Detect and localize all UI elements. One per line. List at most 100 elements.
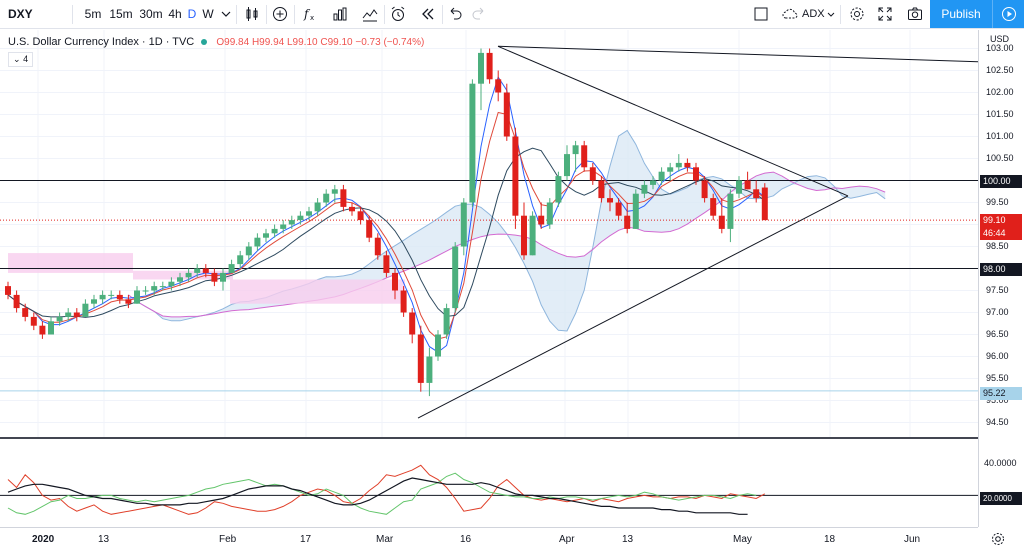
symbol-title[interactable]: U.S. Dollar Currency Index · 1D · TVC xyxy=(8,36,195,48)
separator xyxy=(840,5,841,24)
price-tick: 103.00 xyxy=(986,42,1014,53)
candle-body xyxy=(589,167,596,181)
candle-body xyxy=(13,294,20,309)
currency-label: USD xyxy=(990,34,1010,44)
candle-body xyxy=(392,272,398,291)
candle-body xyxy=(667,167,674,172)
chevron-down-icon xyxy=(221,11,231,17)
publish-play-button[interactable] xyxy=(992,0,1024,28)
adx-pane[interactable] xyxy=(0,440,978,527)
price-tick: 102.00 xyxy=(986,86,1014,97)
settings-button[interactable] xyxy=(846,0,868,29)
chevron-down-icon xyxy=(827,12,835,17)
candle-body xyxy=(761,187,768,221)
candle-body xyxy=(202,268,209,273)
price-tick: 94.50 xyxy=(986,416,1009,427)
interval-4h[interactable]: 4h xyxy=(168,7,182,21)
price-tick: 102.50 xyxy=(986,64,1014,75)
price-tick: 100.50 xyxy=(986,152,1014,163)
studies-collapse-button[interactable]: ⌄ 4 xyxy=(8,52,34,67)
interval-1d[interactable]: D xyxy=(187,7,197,21)
candle-body xyxy=(555,176,562,203)
symbol-search-button[interactable]: DXY xyxy=(8,7,33,21)
candle-body xyxy=(125,299,132,304)
time-tick: 18 xyxy=(824,534,836,545)
candle-body xyxy=(280,224,287,229)
time-scale[interactable]: 2020 13 Feb 17 Mar 16 Apr 13 May 18 Jun xyxy=(0,527,978,550)
plus-circle-icon xyxy=(273,7,287,21)
separator xyxy=(384,5,385,24)
price-chart[interactable] xyxy=(0,30,978,437)
candle-body xyxy=(710,198,717,216)
layout-button[interactable] xyxy=(750,0,772,29)
financials-button[interactable] xyxy=(328,0,352,29)
chart-legend: U.S. Dollar Currency Index · 1D · TVC O9… xyxy=(8,36,424,48)
play-circle-icon xyxy=(1002,7,1016,21)
price-tick: 95.50 xyxy=(986,372,1009,383)
candle-body xyxy=(744,180,751,190)
undo-button[interactable] xyxy=(444,0,466,29)
separator xyxy=(72,5,73,24)
chart-type-button[interactable] xyxy=(240,0,264,29)
camera-icon xyxy=(908,7,922,20)
indicator-dropdown[interactable] xyxy=(824,0,838,29)
di-minus-line xyxy=(7,464,766,515)
interval-30m[interactable]: 30m xyxy=(139,7,163,21)
gear-icon xyxy=(992,533,1004,545)
triangle-lower-edge xyxy=(417,195,849,419)
candle-body xyxy=(641,184,648,194)
interval-dropdown[interactable] xyxy=(216,0,236,29)
interval-5m[interactable]: 5m xyxy=(84,7,102,21)
price-tick: 101.50 xyxy=(986,108,1014,119)
candle-body xyxy=(48,321,54,335)
di-plus-line xyxy=(7,472,757,515)
candle-body xyxy=(495,79,502,93)
candle-body xyxy=(426,356,433,383)
candle-body xyxy=(452,246,459,309)
last-price-label: 99.10 xyxy=(980,214,1022,227)
separator xyxy=(266,5,267,24)
candle-body xyxy=(718,215,725,229)
candle-body xyxy=(5,286,11,295)
candle-body xyxy=(331,189,338,194)
candle-body xyxy=(65,312,72,317)
candle-body xyxy=(228,264,235,273)
indicator-select[interactable]: ADX xyxy=(778,0,825,29)
price-scale[interactable] xyxy=(978,30,1024,527)
publish-button[interactable]: Publish xyxy=(930,0,992,28)
candle-body xyxy=(675,162,682,168)
templates-button[interactable] xyxy=(358,0,382,29)
candle-body xyxy=(383,255,390,273)
price-tick: 96.00 xyxy=(986,350,1009,361)
candle-body xyxy=(624,215,631,229)
candle-body xyxy=(134,290,140,304)
replay-button[interactable] xyxy=(416,0,440,29)
candle-body xyxy=(632,193,639,229)
candle-body xyxy=(116,294,123,300)
fullscreen-button[interactable] xyxy=(874,0,896,29)
pane-divider[interactable] xyxy=(0,437,1024,439)
price-tick: 96.50 xyxy=(986,328,1009,339)
add-compare-button[interactable] xyxy=(268,0,292,29)
candle-body xyxy=(254,237,261,247)
triangle-pattern xyxy=(417,45,978,419)
rewind-icon xyxy=(422,8,434,20)
expand-icon xyxy=(878,7,892,21)
horizontal-levels xyxy=(0,180,978,392)
interval-15m[interactable]: 15m xyxy=(109,7,133,21)
candle-body xyxy=(693,167,699,181)
alert-button[interactable] xyxy=(386,0,410,29)
snapshot-button[interactable] xyxy=(904,0,926,29)
candle-body xyxy=(400,290,407,313)
chart-settings-button[interactable] xyxy=(990,531,1006,550)
time-tick: 2020 xyxy=(32,534,55,545)
ohlc-values: O99.84 H99.94 L99.10 C99.10 −0.73 (−0.74… xyxy=(216,37,425,48)
candle-body xyxy=(460,202,467,247)
cloud-icon xyxy=(782,8,798,19)
study-count: 4 xyxy=(23,54,29,64)
redo-button[interactable] xyxy=(468,0,490,29)
interval-1w[interactable]: W xyxy=(202,7,214,21)
adx-line xyxy=(7,477,748,515)
candle-body xyxy=(56,316,63,322)
